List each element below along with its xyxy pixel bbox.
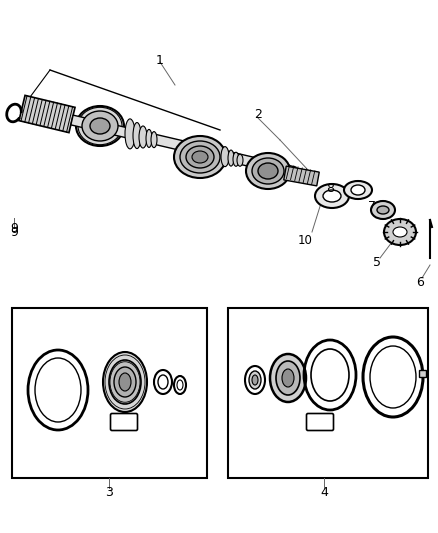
Ellipse shape [371,201,395,219]
Text: 4: 4 [320,487,328,499]
Ellipse shape [82,111,118,141]
Ellipse shape [186,146,214,168]
Bar [12,308,207,478]
Ellipse shape [252,158,284,184]
Ellipse shape [228,150,234,166]
Polygon shape [71,115,296,177]
Ellipse shape [146,130,152,148]
Ellipse shape [90,118,110,134]
Ellipse shape [315,184,349,208]
Ellipse shape [393,227,407,237]
Ellipse shape [133,123,141,149]
Ellipse shape [174,136,226,178]
Text: 2: 2 [254,109,262,122]
Ellipse shape [114,367,136,397]
Ellipse shape [237,154,243,166]
Text: 8: 8 [326,182,334,195]
Ellipse shape [276,361,300,395]
Ellipse shape [103,352,147,412]
Ellipse shape [151,132,157,148]
Ellipse shape [282,369,294,387]
Ellipse shape [76,106,124,146]
Ellipse shape [119,373,131,391]
Ellipse shape [139,126,147,148]
Ellipse shape [344,181,372,199]
Text: 1: 1 [156,53,164,67]
Ellipse shape [351,185,365,195]
FancyBboxPatch shape [307,414,333,431]
Text: 6: 6 [416,277,424,289]
Ellipse shape [180,141,220,173]
Bar [419,370,426,377]
Ellipse shape [258,163,278,179]
Polygon shape [19,95,75,133]
Ellipse shape [252,375,258,385]
Text: 9: 9 [10,222,18,235]
Ellipse shape [246,153,290,189]
Text: 3: 3 [105,487,113,499]
Ellipse shape [233,152,239,166]
Ellipse shape [249,371,261,389]
Ellipse shape [192,151,208,163]
Ellipse shape [221,147,229,167]
Text: 7: 7 [368,200,376,214]
Polygon shape [284,166,319,186]
Ellipse shape [109,360,141,404]
Text: 10: 10 [297,233,312,246]
Ellipse shape [270,354,306,402]
Text: 5: 5 [373,256,381,270]
Ellipse shape [384,219,416,245]
Text: 9: 9 [10,225,18,238]
Ellipse shape [323,190,341,202]
Bar [228,308,428,478]
Ellipse shape [377,206,389,214]
FancyBboxPatch shape [110,414,138,431]
Ellipse shape [125,119,135,149]
